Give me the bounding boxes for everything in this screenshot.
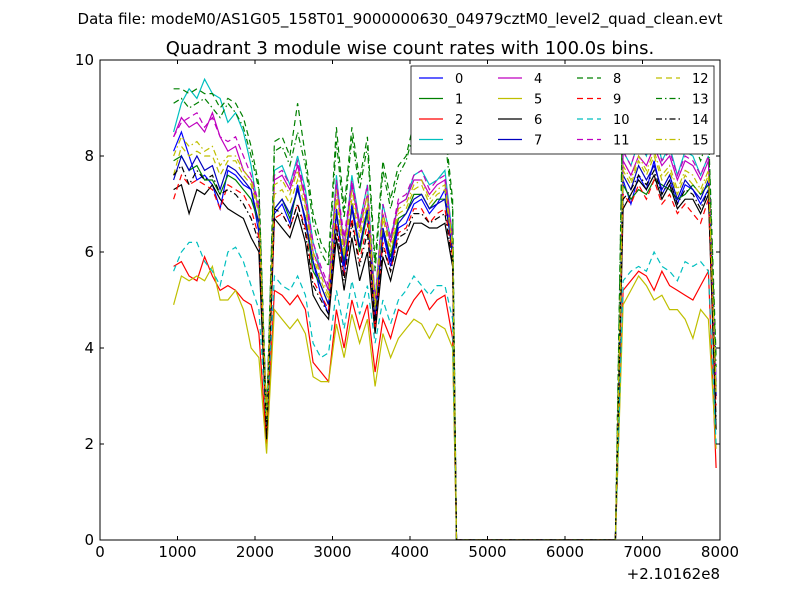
x-tick-label: 7000 [623, 543, 661, 561]
series-line-5 [173, 264, 717, 540]
y-tick-label: 2 [84, 435, 94, 453]
legend-label-9: 9 [613, 93, 621, 108]
legend-label-14: 14 [692, 113, 709, 128]
x-tick-label: 8000 [701, 543, 739, 561]
y-tick-label: 6 [84, 243, 94, 261]
x-tick-label: 4000 [391, 543, 429, 561]
legend-label-0: 0 [455, 72, 463, 87]
legend-label-3: 3 [455, 134, 463, 149]
legend-label-1: 1 [455, 93, 463, 108]
series-line-8 [173, 74, 717, 540]
series-line-6 [173, 173, 717, 540]
legend-box [410, 65, 715, 155]
y-tick-label: 0 [84, 531, 94, 549]
legend-label-13: 13 [692, 93, 709, 108]
legend-label-7: 7 [534, 134, 542, 149]
series-line-12 [173, 145, 717, 540]
legend-label-2: 2 [455, 113, 463, 128]
chart-suptitle: Data file: modeM0/AS1G05_158T01_90000006… [78, 10, 723, 29]
x-offset-label: +2.10162e8 [627, 565, 720, 583]
y-tick-label: 10 [75, 51, 94, 69]
x-tick-label: 6000 [546, 543, 584, 561]
series-line-9 [173, 173, 717, 540]
x-tick-label: 2000 [236, 543, 274, 561]
series-line-10 [173, 241, 717, 540]
legend-label-6: 6 [534, 113, 542, 128]
series-line-2 [173, 255, 717, 540]
x-tick-label: 0 [95, 543, 105, 561]
legend-label-11: 11 [613, 134, 630, 149]
series-line-14 [173, 164, 717, 540]
chart-title: Quadrant 3 module wise count rates with … [166, 38, 655, 59]
legend-label-4: 4 [534, 72, 542, 87]
y-tick-label: 4 [84, 339, 94, 357]
x-tick-label: 1000 [158, 543, 196, 561]
y-tick-label: 8 [84, 147, 94, 165]
x-tick-label: 5000 [468, 543, 506, 561]
x-tick-label: 3000 [313, 543, 351, 561]
legend-label-5: 5 [534, 93, 542, 108]
legend-label-15: 15 [692, 134, 709, 149]
legend-label-8: 8 [613, 72, 621, 87]
legend-label-10: 10 [613, 113, 630, 128]
legend-label-12: 12 [692, 72, 709, 87]
